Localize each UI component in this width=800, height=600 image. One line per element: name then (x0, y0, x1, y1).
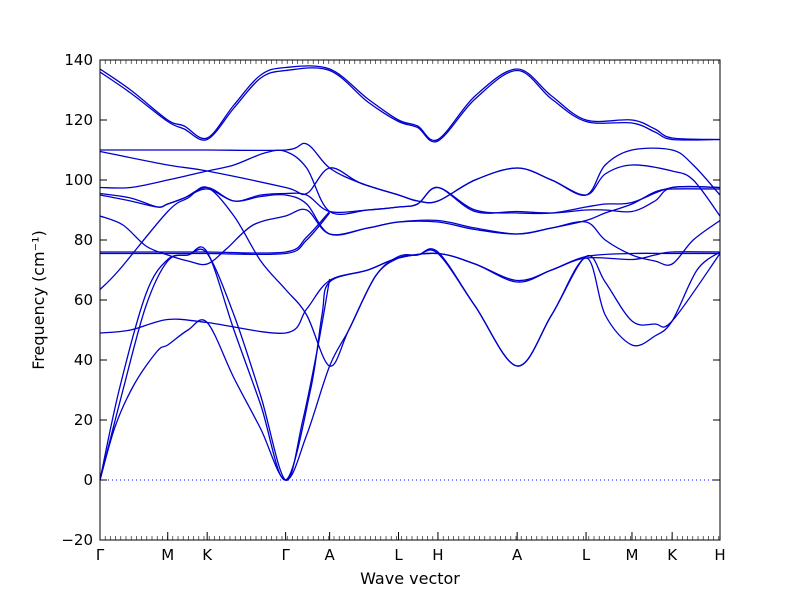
x-tick-label: M (625, 546, 638, 564)
y-axis-title: Frequency (cm⁻¹) (29, 230, 48, 369)
x-tick-label: Γ (96, 546, 105, 564)
phonon-branch-line (100, 211, 331, 254)
x-tick-label: A (512, 546, 523, 564)
phonon-branch-line (99, 249, 721, 481)
y-tick-label: 100 (64, 171, 93, 189)
y-tick-label: 60 (74, 291, 93, 309)
phonon-branch-line (99, 248, 331, 481)
phonon-branch-line (99, 212, 331, 256)
y-tick-label: 20 (74, 411, 93, 429)
x-tick-label: L (394, 546, 403, 564)
y-tick-label: 120 (64, 111, 93, 129)
phonon-branch-line (99, 150, 721, 217)
y-tick-label: 0 (83, 471, 93, 489)
x-tick-label: M (161, 546, 174, 564)
y-tick-label: 80 (74, 231, 93, 249)
x-tick-label: Γ (281, 546, 290, 564)
x-tick-label: K (202, 546, 213, 564)
y-tick-label: −20 (61, 531, 93, 549)
x-tick-label: L (582, 546, 591, 564)
y-axis: −20 0 20 40 60 80 100 120 140 (61, 51, 720, 549)
x-axis-title: Wave vector (360, 569, 460, 588)
phonon-branch-line (99, 67, 721, 143)
y-tick-label: 40 (74, 351, 93, 369)
series-layer (99, 65, 721, 481)
phonon-branch-line (99, 65, 721, 142)
x-tick-label: A (324, 546, 335, 564)
phonon-branch-line (99, 208, 721, 266)
x-tick-label: K (667, 546, 678, 564)
x-tick-label: H (432, 546, 443, 564)
x-tick-label: H (714, 546, 725, 564)
y-tick-label: 140 (64, 51, 93, 69)
